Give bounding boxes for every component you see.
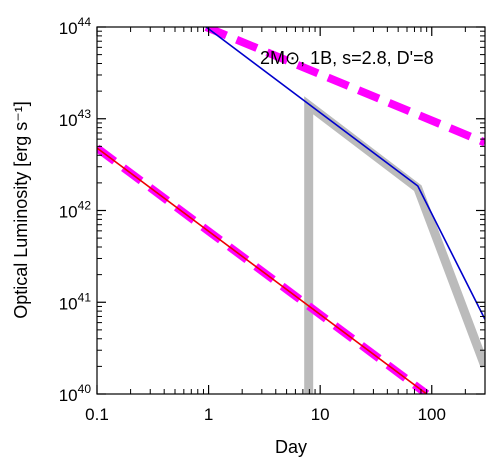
- x-tick-label: 0.1: [85, 405, 109, 424]
- series-line-0-thick-gray: [304, 96, 485, 394]
- y-tick-label: 1043: [59, 107, 92, 130]
- y-axis-label: Optical Luminosity [erg s⁻¹]: [11, 101, 31, 319]
- x-tick-label: 10: [311, 405, 330, 424]
- x-tick-label: 1: [204, 405, 213, 424]
- annotation-label: 2M⊙, 1B, s=2.8, D'=8: [260, 48, 434, 68]
- x-axis-label: Day: [275, 437, 307, 457]
- series-line-3-solid: [205, 27, 485, 320]
- y-tick-label: 1042: [59, 199, 92, 222]
- series-line-1-dashed: [204, 27, 485, 147]
- series-line-4-solid: [97, 147, 428, 394]
- y-tick-label: 1044: [59, 15, 92, 38]
- y-tick-label: 1041: [59, 290, 92, 313]
- series-layer: [97, 27, 485, 394]
- y-tick-label: 1040: [59, 382, 92, 405]
- x-tick-label: 100: [418, 405, 446, 424]
- tick-layer: 0.1 1 10 100 1040 1041 1042 1043 1044: [59, 15, 485, 424]
